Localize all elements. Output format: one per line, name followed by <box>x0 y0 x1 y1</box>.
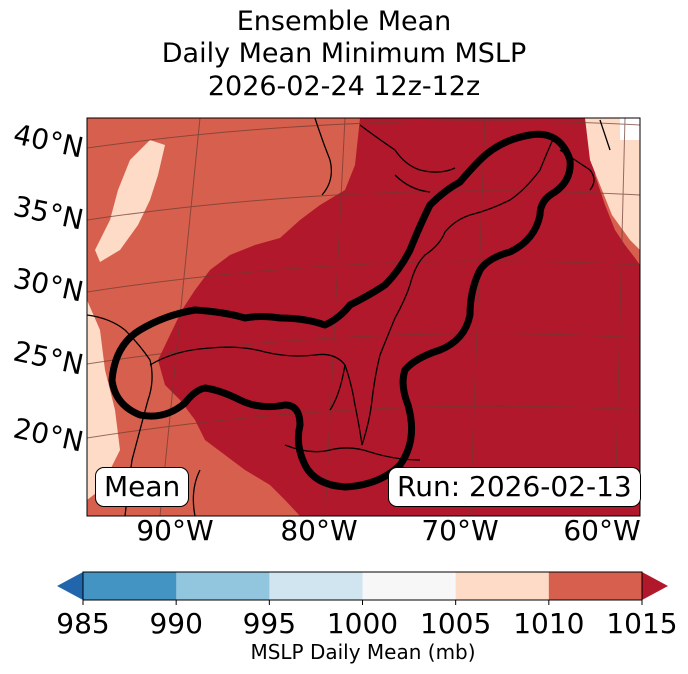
lat-label-40: 40°N <box>11 118 87 165</box>
colorbar-under-arrow <box>57 572 83 600</box>
lon-label-60: 60°W <box>563 514 640 547</box>
field-above-1015 <box>158 118 640 516</box>
colorbar-segments <box>83 572 643 600</box>
lon-label-90: 90°W <box>136 514 213 547</box>
lat-label-25: 25°N <box>11 335 87 382</box>
colorbar-tick-label: 1015 <box>606 607 677 640</box>
lat-label-30: 30°N <box>11 262 87 309</box>
colorbar: 985 990 995 1000 1005 1010 1015 <box>56 571 678 640</box>
colorbar-tick-label: 1005 <box>420 607 491 640</box>
mslp-contour <box>108 130 574 491</box>
run-date-box: Run: 2026-02-13 <box>388 467 641 507</box>
colorbar-segment <box>362 572 457 600</box>
colorbar-ticks: 985 990 995 1000 1005 1010 1015 <box>56 600 678 640</box>
colorbar-tick-label: 995 <box>243 607 296 640</box>
lon-label-70: 70°W <box>421 514 498 547</box>
map-field <box>87 118 640 516</box>
title-line-3: 2026-02-24 12z-12z <box>207 71 481 102</box>
lat-labels: 40°N 35°N 30°N 25°N 20°N <box>11 118 87 459</box>
colorbar-segment <box>83 572 177 600</box>
mslp-map: 40°N 35°N 30°N 25°N 20°N 90°W 80°W 70°W … <box>11 117 641 547</box>
colorbar-label: MSLP Daily Mean (mb) <box>250 640 476 664</box>
lat-label-20: 20°N <box>11 412 87 459</box>
colorbar-segment <box>269 572 363 600</box>
colorbar-tick-label: 1000 <box>327 607 398 640</box>
field-1000-1005-corner <box>620 118 640 140</box>
field-1005-1010-southwest <box>87 300 120 500</box>
colorbar-over-arrow <box>642 572 668 600</box>
colorbar-tick-label: 1010 <box>513 607 584 640</box>
title-line-1: Ensemble Mean <box>236 6 452 37</box>
graticule <box>87 118 640 516</box>
colorbar-segment <box>455 572 550 600</box>
colorbar-segment <box>176 572 270 600</box>
colorbar-tick-label: 985 <box>56 607 109 640</box>
field-1005-1010-east <box>585 118 640 250</box>
map-frame <box>86 117 641 517</box>
lon-labels: 90°W 80°W 70°W 60°W <box>136 514 640 547</box>
colorbar-tick-label: 990 <box>149 607 202 640</box>
lon-label-80: 80°W <box>280 514 357 547</box>
lat-label-35: 35°N <box>11 190 87 237</box>
stat-label-box: Mean <box>95 467 190 507</box>
field-1005-1010-west <box>95 140 165 262</box>
colorbar-segment <box>548 572 643 600</box>
title-line-2: Daily Mean Minimum MSLP <box>161 38 527 69</box>
